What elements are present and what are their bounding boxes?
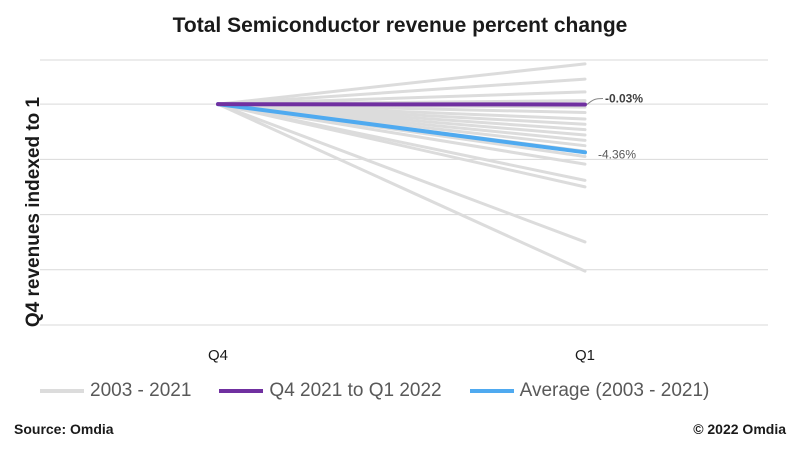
copyright-note: © 2022 Omdia bbox=[693, 421, 786, 437]
history-line-16 bbox=[216, 102, 587, 189]
highlight-series-lines bbox=[216, 102, 587, 155]
legend-label-history: 2003 - 2021 bbox=[90, 380, 192, 401]
x-tick-q4: Q4 bbox=[208, 347, 228, 364]
source-note: Source: Omdia bbox=[14, 421, 114, 437]
history-line-17 bbox=[216, 102, 587, 244]
data-labels: -0.03% -4.36% bbox=[586, 91, 643, 161]
legend-item-current: Q4 2021 to Q1 2022 bbox=[219, 380, 442, 402]
chart-title: Total Semiconductor revenue percent chan… bbox=[172, 14, 628, 37]
y-axis-label: Q4 revenues indexed to 1 bbox=[23, 96, 44, 327]
legend-swatch-current bbox=[219, 389, 264, 393]
x-tick-labels: Q4 Q1 bbox=[208, 347, 595, 364]
series-line-average bbox=[216, 102, 587, 155]
legend-item-history: 2003 - 2021 bbox=[40, 380, 191, 402]
legend: 2003 - 2021 Q4 2021 to Q1 2022 Average (… bbox=[40, 380, 780, 402]
end-label-average: -4.36% bbox=[598, 147, 636, 161]
x-tick-q1: Q1 bbox=[575, 347, 595, 364]
historical-series-lines bbox=[216, 62, 587, 273]
label-leader-current bbox=[586, 97, 604, 105]
legend-label-average: Average (2003 - 2021) bbox=[519, 380, 710, 401]
history-line-18 bbox=[216, 102, 587, 273]
legend-label-current: Q4 2021 to Q1 2022 bbox=[269, 380, 442, 401]
legend-item-average: Average (2003 - 2021) bbox=[469, 380, 710, 402]
legend-swatch-average bbox=[469, 389, 514, 393]
end-label-current: -0.03% bbox=[605, 91, 643, 105]
history-line-0 bbox=[216, 62, 587, 106]
legend-swatch-history bbox=[40, 389, 84, 393]
history-line-1 bbox=[216, 77, 587, 106]
grid-lines bbox=[40, 59, 768, 326]
